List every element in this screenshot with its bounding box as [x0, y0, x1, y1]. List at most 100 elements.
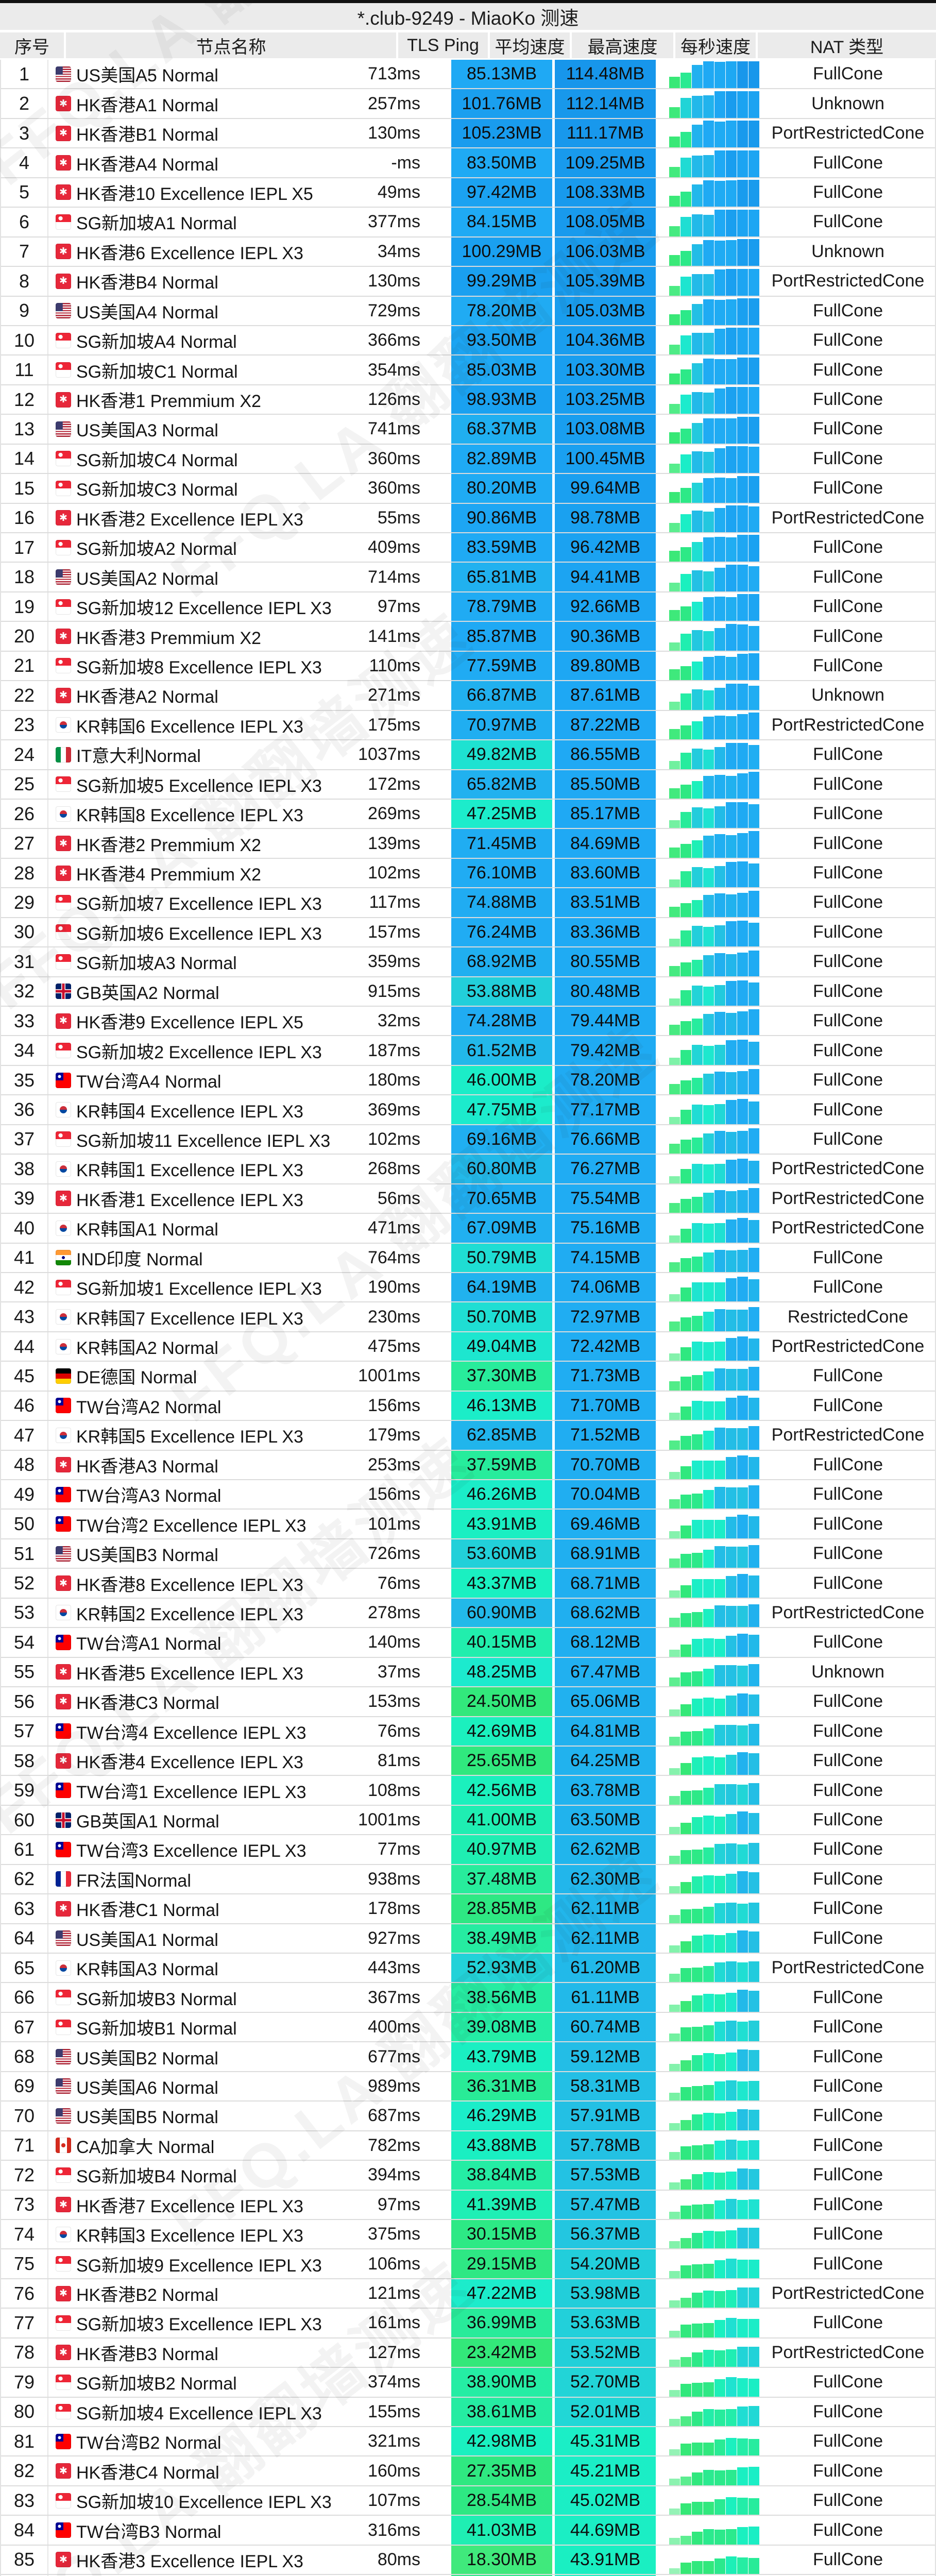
nat-type-value: Unknown: [811, 685, 884, 705]
speed-bar: [748, 416, 759, 444]
speed-bar: [680, 2265, 691, 2278]
max-speed-cell: 68.71MB: [555, 1569, 656, 1598]
speed-bar: [703, 478, 714, 503]
speed-bar: [726, 1132, 737, 1154]
node-name-label: HK香港2 Premmium X2: [76, 835, 261, 855]
speed-bar: [748, 685, 759, 710]
speed-bar: [680, 725, 691, 740]
node-name: TW台湾2 Excellence IEPL X3: [48, 1510, 331, 1538]
table-row: 16HK香港2 Excellence IEPL X355ms90.86MB98.…: [1, 503, 935, 533]
nat-type-value: FullCone: [812, 2401, 883, 2421]
speed-bar: [737, 61, 748, 89]
speed-bar: [703, 1014, 714, 1036]
table-row: 77 SG新加坡3 Excellence IEPL X3 161ms 36.99MB 5…: [1, 2309, 935, 2338]
speed-bar: [748, 1783, 759, 1805]
speed-bar: [692, 542, 703, 562]
node-name-label: US美国B2 Normal: [76, 2048, 218, 2069]
speed-bar: [748, 1694, 759, 1716]
tls-ping-value: 160ms: [367, 2461, 420, 2481]
table-row: 80 SG新加坡4 Excellence IEPL X3 155ms 38.61MB 5…: [1, 2397, 935, 2427]
speed-bar: [737, 150, 748, 177]
table-row: 60 GB英国A1 Normal 1001ms 41.00MB 63.50MB FullC…: [1, 1805, 935, 1836]
speed-bar: [669, 2568, 680, 2574]
speed-bar: [703, 2323, 714, 2337]
speed-bar: [726, 2409, 737, 2426]
speed-bar: [669, 1235, 680, 1243]
node-name-label: TW台湾B3 Normal: [76, 2522, 222, 2542]
speed-bar: [692, 1519, 703, 1538]
node-name: HK香港B2 Normal: [48, 2279, 331, 2308]
nat-type-value: PortRestrictedCone: [771, 271, 925, 291]
avg-speed-cell: 64.19MB: [451, 1273, 552, 1302]
hk-flag-icon: [56, 2552, 71, 2568]
sg-flag-icon: [56, 924, 71, 940]
speed-bar: [726, 2171, 737, 2190]
speed-bar: [703, 1519, 714, 1538]
speed-bar: [680, 1731, 691, 1745]
per-second-bars: [669, 385, 761, 414]
node-name: KR韩国4 Excellence IEPL X3: [48, 1095, 331, 1124]
per-second-bars: [669, 1480, 761, 1509]
speed-bar: [680, 428, 691, 444]
per-second-bars: [669, 2161, 761, 2190]
node-name: SG新加坡C3 Normal: [48, 474, 331, 502]
speed-bar: [748, 566, 759, 591]
speed-bar: [692, 1223, 703, 1243]
avg-speed-cell: 76.24MB: [451, 918, 552, 947]
avg-speed-cell: 53.60MB: [451, 1539, 552, 1568]
speed-bar: [714, 985, 725, 1006]
nat-type-value: FullCone: [812, 1247, 883, 1267]
speed-bar: [714, 1843, 725, 1864]
node-name: TW台湾3 Excellence IEPL X3: [48, 1835, 331, 1863]
speed-bar: [726, 2021, 737, 2042]
speed-bar: [714, 1546, 725, 1568]
max-speed-cell: 71.52MB: [555, 1421, 656, 1450]
max-speed-cell: 45.02MB: [555, 2486, 656, 2515]
speed-bar: [737, 1455, 748, 1479]
speed-bar: [703, 1045, 714, 1065]
max-speed-cell: 68.62MB: [555, 1598, 656, 1628]
nat-type-value: FullCone: [812, 2490, 883, 2511]
tls-ping-value: 360ms: [367, 478, 420, 498]
per-second-bars: [669, 1095, 761, 1124]
speed-bar: [748, 61, 759, 89]
speed-bar: [737, 2287, 748, 2308]
speed-bar: [692, 986, 703, 1006]
max-speed-cell: 79.44MB: [555, 1007, 656, 1036]
avg-speed-cell: 105.23MB: [451, 118, 552, 148]
speed-bar: [692, 2293, 703, 2308]
per-second-bars: [669, 2309, 761, 2337]
speed-bar: [726, 1695, 737, 1716]
table-row: 45 DE德国 Normal 1001ms 37.30MB 71.73MB FullCon…: [1, 1362, 935, 1392]
speed-bar: [669, 1025, 680, 1036]
speed-bar: [726, 1516, 737, 1538]
speed-bar: [714, 2141, 725, 2160]
row-index: 8: [1, 267, 48, 296]
node-name-label: CA加拿大 Normal: [76, 2137, 215, 2157]
row-index: 63: [1, 1894, 48, 1923]
node-name-label: KR韩国4 Excellence IEPL X3: [76, 1101, 303, 1122]
node-name: HK香港C1 Normal: [48, 1894, 331, 1923]
avg-speed-cell: 23.42MB: [451, 2338, 552, 2367]
table-row: 86JP日本Normal-B7300ms32.65MB43.17MBFullCo…: [1, 2575, 935, 2576]
table-row: 21 SG新加坡8 Excellence IEPL X3 110ms 77.59MB 8…: [1, 651, 935, 682]
avg-speed-cell: 84.15MB: [451, 208, 552, 236]
max-speed-cell: 76.27MB: [555, 1155, 656, 1183]
speed-bar: [737, 1633, 748, 1657]
tls-ping-value: 157ms: [367, 922, 420, 942]
row-index: 2: [1, 89, 48, 118]
speed-bar: [680, 1968, 691, 1982]
speed-bar: [737, 773, 748, 799]
table-row: 46 TW台湾A2 Normal 156ms 46.13MB 71.70MB FullCo…: [1, 1391, 935, 1421]
speed-bar: [748, 2081, 759, 2101]
speed-bar: [714, 122, 725, 148]
speed-bar: [714, 1876, 725, 1894]
speed-bar: [726, 1159, 737, 1183]
speed-bar: [692, 2174, 703, 2190]
sg-flag-icon: [56, 2374, 71, 2390]
speed-bar: [714, 1282, 725, 1302]
tls-ping-value: 106ms: [367, 2253, 420, 2274]
speed-bar: [714, 2231, 725, 2249]
speed-bar: [748, 1160, 759, 1183]
speed-bar: [692, 781, 703, 799]
